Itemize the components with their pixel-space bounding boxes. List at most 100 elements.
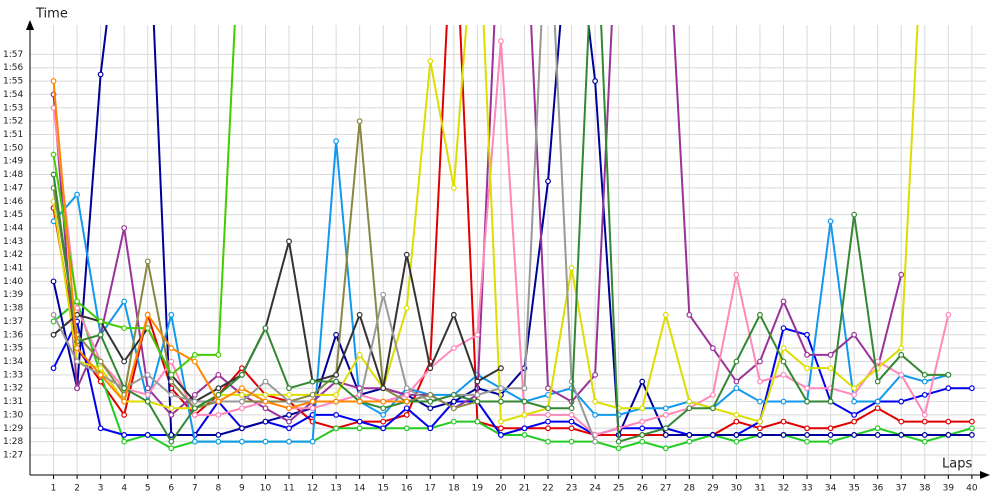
data-point xyxy=(380,425,387,432)
data-point xyxy=(615,438,622,445)
data-point xyxy=(498,418,504,425)
data-point xyxy=(239,438,245,445)
data-point xyxy=(215,351,222,358)
data-point xyxy=(191,398,198,405)
data-point xyxy=(498,38,504,44)
data-point xyxy=(239,398,245,405)
data-point xyxy=(827,438,834,445)
y-tick-label: 1:52 xyxy=(3,117,23,127)
data-point xyxy=(639,432,646,438)
data-point xyxy=(309,405,316,412)
data-point xyxy=(144,391,151,398)
x-tick-label: 18 xyxy=(448,484,460,494)
data-point xyxy=(804,425,810,432)
x-tick-label: 2 xyxy=(74,484,80,494)
data-point xyxy=(874,432,881,438)
data-point xyxy=(851,385,858,392)
data-point xyxy=(380,291,387,298)
data-point xyxy=(215,391,222,398)
data-point xyxy=(592,78,599,84)
data-point xyxy=(403,412,410,418)
data-point xyxy=(168,391,175,398)
data-point xyxy=(239,385,245,392)
data-point xyxy=(168,432,175,438)
data-point xyxy=(50,365,57,372)
data-point xyxy=(50,171,57,178)
y-tick-label: 1:37 xyxy=(3,317,23,327)
x-tick-label: 32 xyxy=(778,484,789,494)
data-point xyxy=(286,425,292,432)
data-point xyxy=(474,378,481,385)
data-point xyxy=(191,405,198,412)
data-point xyxy=(97,358,104,365)
data-point xyxy=(50,151,57,158)
y-tick-label: 1:56 xyxy=(3,63,23,73)
data-point xyxy=(191,438,198,445)
data-point xyxy=(568,418,575,425)
data-point xyxy=(851,412,858,418)
y-tick-label: 1:55 xyxy=(3,77,23,87)
data-point xyxy=(74,191,80,198)
data-point xyxy=(286,418,292,425)
data-point xyxy=(427,391,434,398)
data-point xyxy=(427,425,434,432)
data-point xyxy=(74,311,80,318)
data-point xyxy=(121,438,128,445)
y-tick-label: 1:38 xyxy=(3,304,23,314)
x-tick-label: 10 xyxy=(260,484,272,494)
data-point xyxy=(50,278,57,285)
data-point xyxy=(921,378,928,385)
data-point xyxy=(921,438,928,445)
data-point xyxy=(733,271,740,278)
data-point xyxy=(709,391,716,398)
data-point xyxy=(968,432,975,438)
data-point xyxy=(403,405,410,412)
data-point xyxy=(121,325,128,332)
data-point xyxy=(945,371,952,378)
data-point xyxy=(121,298,128,305)
data-point xyxy=(804,398,810,405)
data-point xyxy=(757,418,763,425)
data-point xyxy=(215,371,222,378)
x-tick-label: 13 xyxy=(330,484,341,494)
data-point xyxy=(804,331,810,338)
data-point xyxy=(333,138,340,145)
data-point xyxy=(215,385,222,392)
data-point xyxy=(662,405,669,412)
data-point xyxy=(662,445,669,452)
data-point xyxy=(356,311,363,318)
data-point xyxy=(827,218,834,225)
data-point xyxy=(804,351,810,358)
data-point xyxy=(709,345,716,352)
data-point xyxy=(191,351,198,358)
x-tick-label: 22 xyxy=(542,484,553,494)
data-point xyxy=(945,418,952,425)
x-tick-label: 9 xyxy=(239,484,245,494)
data-point xyxy=(898,432,905,438)
data-point xyxy=(168,358,175,365)
data-point xyxy=(144,371,151,378)
data-point xyxy=(639,438,646,445)
x-tick-label: 12 xyxy=(307,484,318,494)
data-point xyxy=(215,438,222,445)
data-point xyxy=(709,405,716,412)
data-point xyxy=(239,371,245,378)
x-tick-label: 40 xyxy=(966,484,978,494)
data-point xyxy=(380,418,387,425)
data-point xyxy=(592,398,599,405)
data-point xyxy=(780,325,787,332)
x-arrow xyxy=(980,471,990,479)
data-point xyxy=(450,418,457,425)
data-point xyxy=(498,425,504,432)
x-tick-label: 28 xyxy=(684,484,696,494)
x-tick-label: 26 xyxy=(636,484,648,494)
data-point xyxy=(262,378,269,385)
data-point xyxy=(144,398,151,405)
data-point xyxy=(380,412,387,418)
x-tick-label: 20 xyxy=(495,484,507,494)
data-point xyxy=(521,425,528,432)
data-point xyxy=(804,385,810,392)
data-point xyxy=(474,391,481,398)
data-point xyxy=(827,398,834,405)
data-point xyxy=(851,211,858,218)
